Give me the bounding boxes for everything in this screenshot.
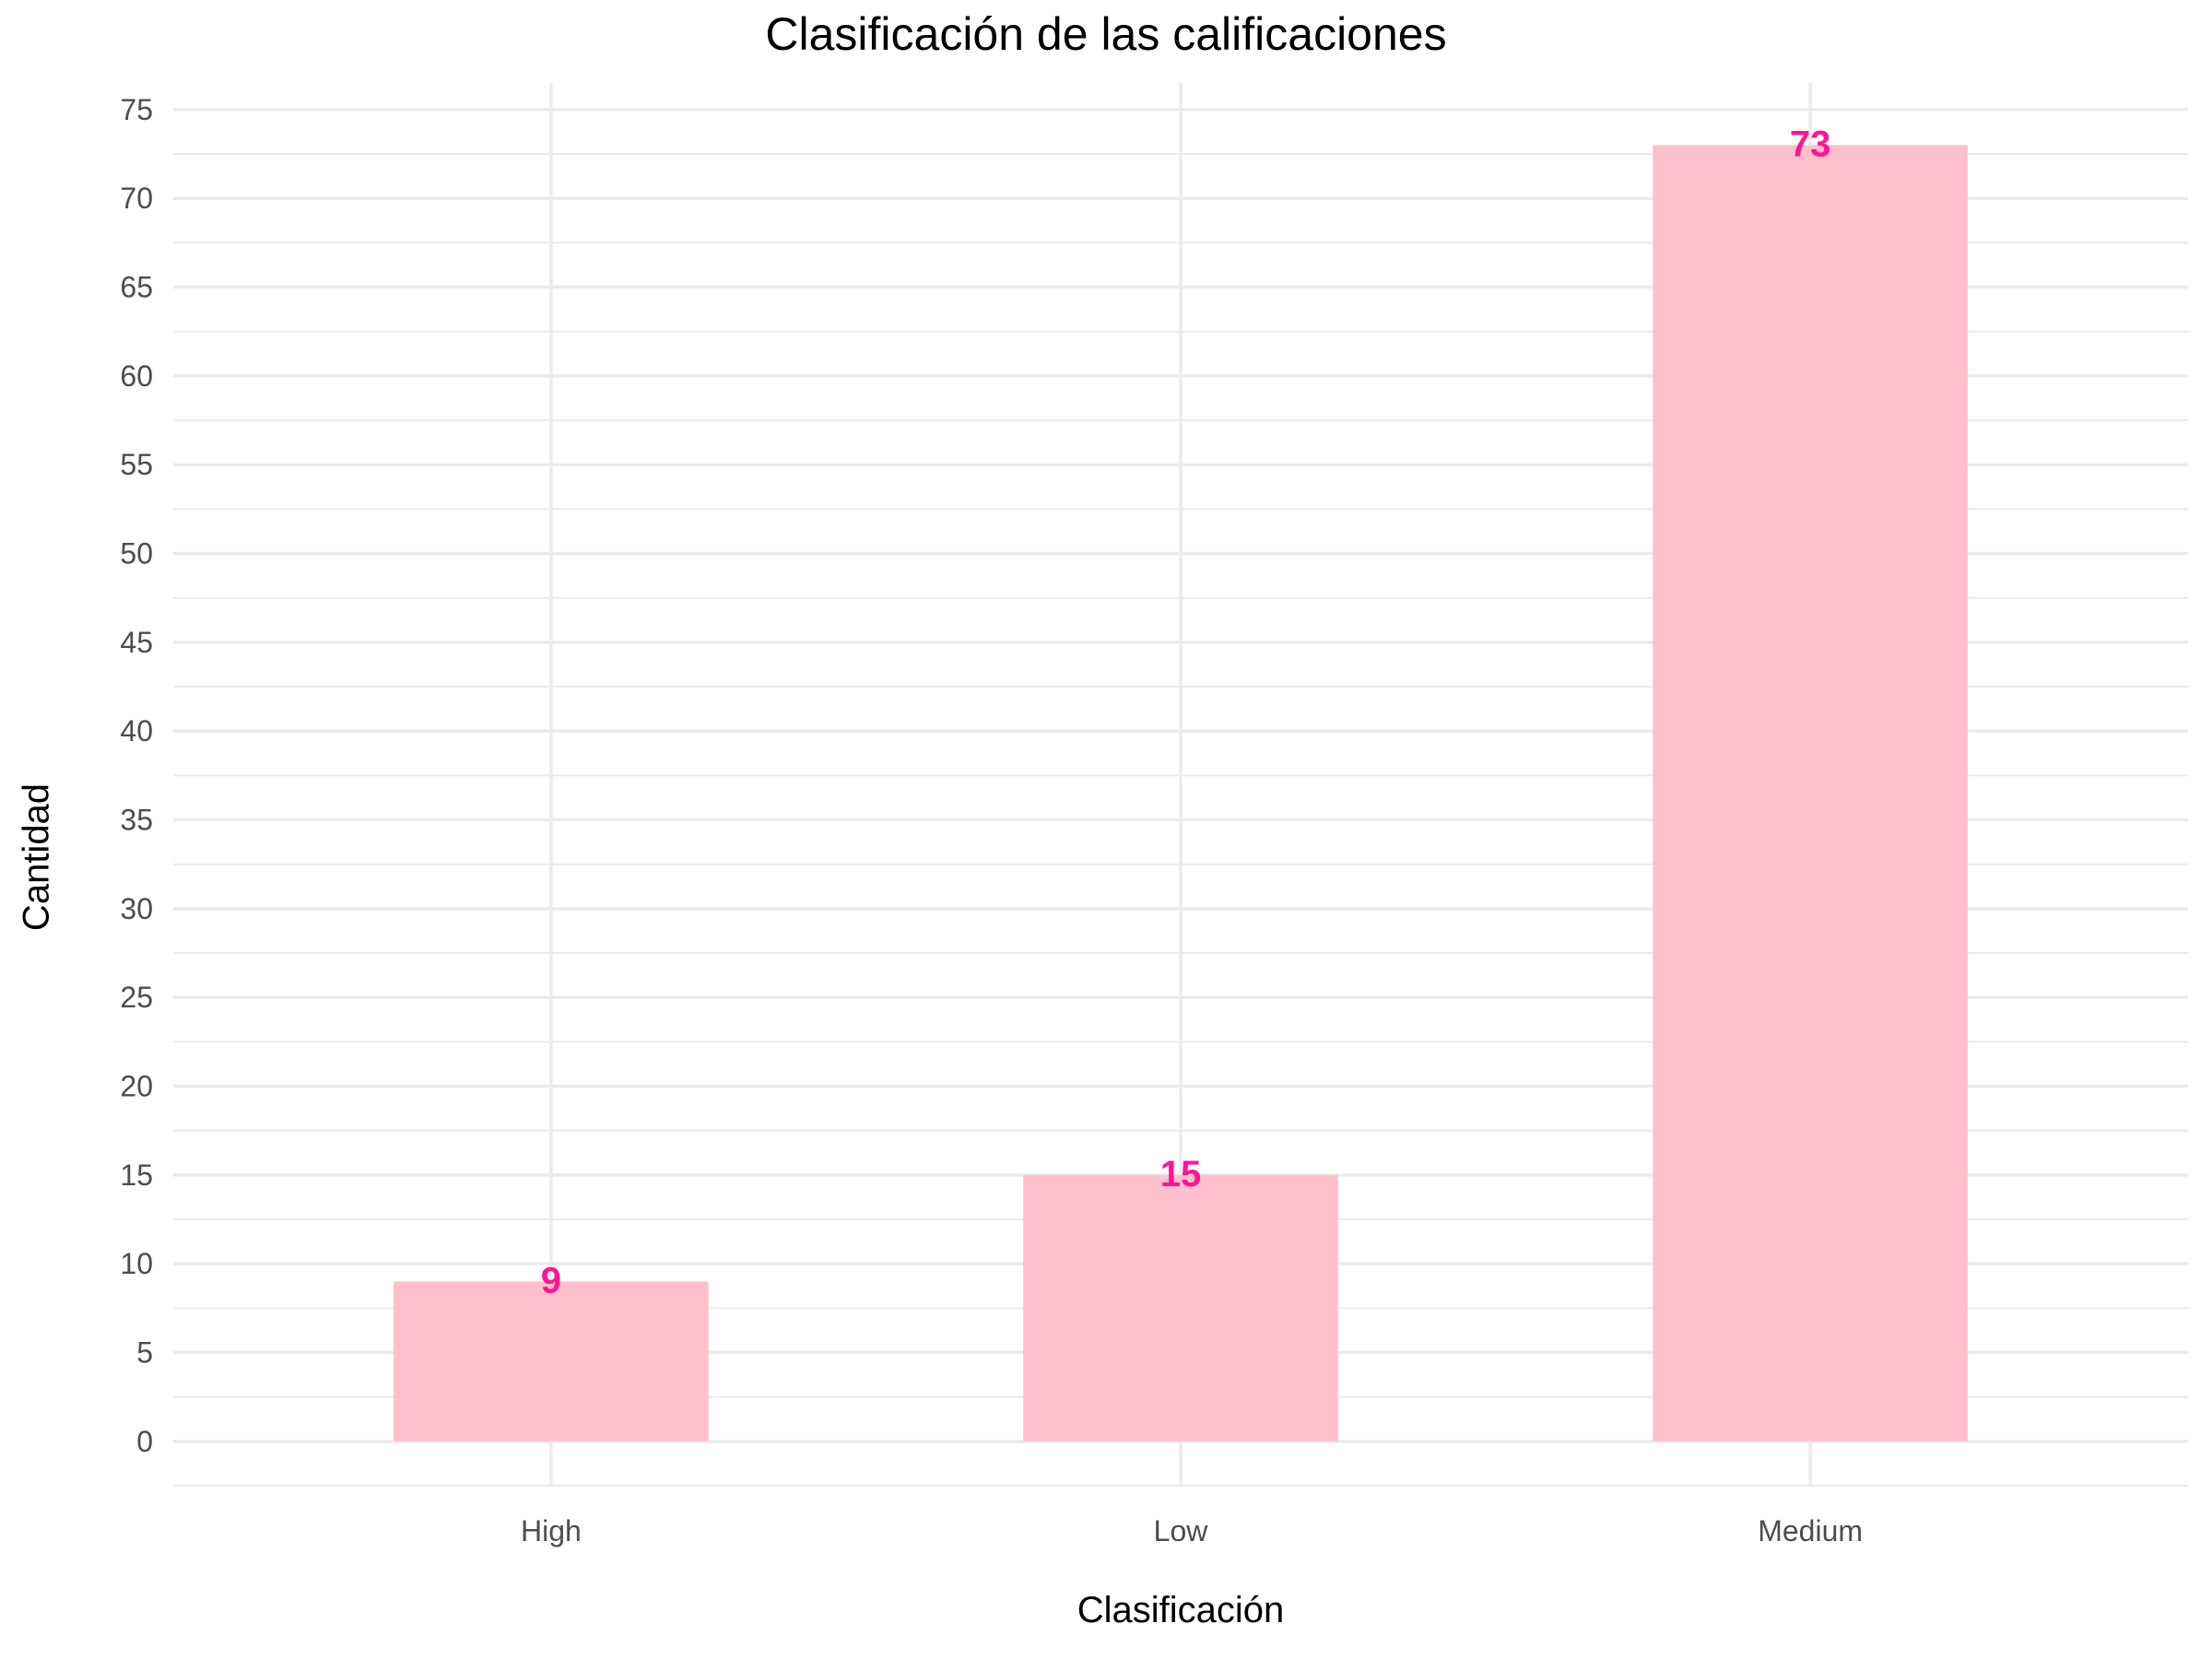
- bars: [394, 145, 1968, 1441]
- y-tick-label: 50: [120, 537, 153, 571]
- y-tick-label: 0: [136, 1425, 153, 1458]
- x-tick-label: High: [521, 1514, 582, 1547]
- y-tick-label: 5: [136, 1336, 153, 1370]
- y-tick-label: 65: [120, 271, 153, 304]
- y-tick-label: 30: [120, 892, 153, 925]
- y-tick-label: 55: [120, 448, 153, 481]
- x-tick-label: Low: [1154, 1514, 1209, 1547]
- y-tick-label: 15: [120, 1159, 153, 1192]
- bar-high: [394, 1281, 709, 1441]
- y-tick-label: 75: [120, 93, 153, 126]
- y-tick-label: 20: [120, 1070, 153, 1103]
- y-tick-label: 40: [120, 714, 153, 747]
- x-axis-title: Clasificación: [1077, 1590, 1285, 1630]
- y-axis-ticks: 0 5 10 15 20 25 30 35 40 45 50 55 60 65 70 75: [120, 93, 153, 1458]
- value-label: 15: [1160, 1154, 1202, 1194]
- y-axis-title: Cantidad: [16, 782, 57, 932]
- bar-medium: [1653, 145, 1968, 1441]
- y-tick-label: 25: [120, 981, 153, 1014]
- bar-low: [1023, 1174, 1338, 1441]
- y-tick-label: 60: [120, 359, 153, 393]
- y-tick-label: 70: [120, 182, 153, 215]
- x-tick-label: Medium: [1758, 1514, 1863, 1547]
- y-tick-label: 10: [120, 1247, 153, 1280]
- value-label: 9: [541, 1260, 561, 1300]
- value-label: 73: [1790, 124, 1831, 164]
- y-tick-label: 35: [120, 804, 153, 837]
- y-tick-label: 45: [120, 626, 153, 659]
- chart-title: Clasificación de las calificaciones: [765, 8, 1447, 60]
- x-axis-ticks: High Low Medium: [521, 1514, 1863, 1547]
- value-labels: 9 15 73: [541, 124, 1831, 1300]
